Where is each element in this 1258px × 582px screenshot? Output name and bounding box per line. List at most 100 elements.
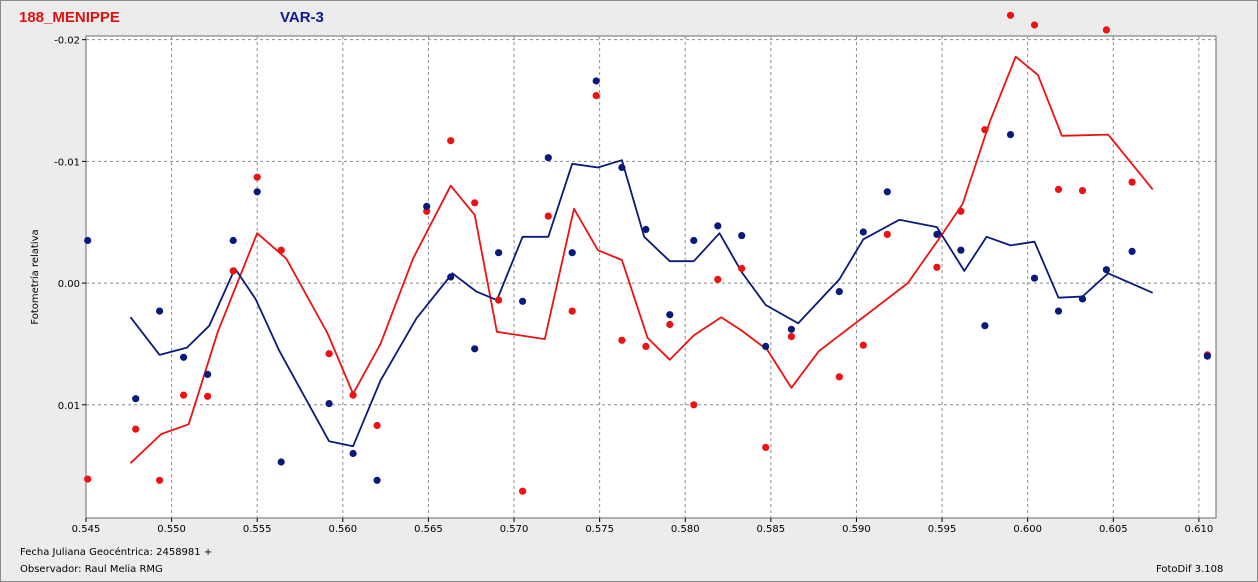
x-tick-label: 0.600 xyxy=(1013,524,1042,535)
y-tick-label: -0.01 xyxy=(54,157,80,168)
red-data-point xyxy=(859,341,867,349)
blue-data-point xyxy=(1054,307,1063,315)
blue-data-point xyxy=(568,249,576,257)
blue-data-point xyxy=(349,449,357,458)
red-data-point xyxy=(1102,26,1110,34)
blue-data-point xyxy=(1102,266,1110,274)
x-tick-label: 0.570 xyxy=(500,524,529,535)
red-data-point xyxy=(373,421,381,430)
blue-data-point xyxy=(762,342,770,350)
red-data-point xyxy=(277,246,285,254)
red-data-point xyxy=(471,199,479,207)
red-data-point xyxy=(495,296,503,304)
grid-lines xyxy=(86,36,1216,518)
red-data-point xyxy=(762,443,770,451)
red-data-point xyxy=(1128,178,1136,186)
y-tick-label: -0.02 xyxy=(54,36,80,47)
red-data-point xyxy=(618,336,626,344)
blue-data-point xyxy=(253,188,261,196)
blue-data-point xyxy=(1030,274,1039,282)
x-axis-ticks: 0.545 0.550 0.555 0.560 0.565 0.570 0.575 0.580… xyxy=(72,518,1214,535)
blue-trend-line xyxy=(129,159,1154,448)
red-trend-line xyxy=(129,55,1154,464)
observer-label: Observador: Raul Melia RMG xyxy=(20,564,163,575)
red-data-point xyxy=(229,267,237,275)
red-data-point xyxy=(568,307,576,315)
blue-data-point xyxy=(592,77,600,85)
blue-data-point xyxy=(180,353,188,361)
red-data-point xyxy=(325,350,333,358)
x-tick-label: 0.550 xyxy=(157,524,186,535)
blue-data-point xyxy=(714,222,722,230)
blue-data-point xyxy=(690,236,698,245)
blue-data-point xyxy=(325,400,333,408)
red-data-point xyxy=(714,275,722,283)
trend-lines xyxy=(129,55,1154,464)
x-tick-label: 0.560 xyxy=(328,524,357,535)
x-tick-label: 0.580 xyxy=(671,524,700,535)
blue-data-point xyxy=(933,230,941,238)
red-data-point xyxy=(933,263,941,271)
x-tick-label: 0.605 xyxy=(1099,524,1128,535)
blue-data-point xyxy=(423,202,431,210)
blue-data-point xyxy=(1078,295,1087,303)
julian-date-label: Fecha Juliana Geocéntrica: 2458981 + xyxy=(20,547,213,558)
blue-data-point xyxy=(666,311,674,319)
blue-data-point xyxy=(544,154,552,162)
red-data-point xyxy=(883,230,891,238)
data-points xyxy=(84,11,1211,495)
blue-data-point xyxy=(277,458,285,466)
red-data-point xyxy=(787,333,796,341)
comparison-label: VAR-3 xyxy=(280,9,324,26)
red-data-point xyxy=(84,475,92,483)
red-data-point xyxy=(738,264,746,273)
red-data-point xyxy=(156,476,164,484)
blue-data-point xyxy=(156,307,164,315)
blue-data-point xyxy=(1128,247,1136,255)
x-tick-label: 0.575 xyxy=(585,524,614,535)
blue-data-point xyxy=(373,476,381,484)
blue-data-point xyxy=(229,236,237,245)
red-data-point xyxy=(642,342,650,350)
red-data-point xyxy=(1078,187,1087,195)
red-data-point xyxy=(132,425,140,433)
x-tick-label: 0.555 xyxy=(243,524,272,535)
blue-data-point xyxy=(1203,352,1211,360)
red-data-point xyxy=(519,487,527,495)
red-data-point xyxy=(690,401,698,409)
x-tick-label: 0.595 xyxy=(928,524,957,535)
blue-data-point xyxy=(981,322,989,330)
x-tick-label: 0.585 xyxy=(757,524,786,535)
blue-data-point xyxy=(1006,131,1015,139)
blue-data-point xyxy=(859,228,867,236)
blue-data-point xyxy=(204,370,212,378)
blue-data-point xyxy=(132,395,140,403)
red-data-point xyxy=(349,391,357,399)
x-tick-label: 0.565 xyxy=(414,524,443,535)
red-data-point xyxy=(544,212,552,220)
red-data-point xyxy=(592,92,600,100)
blue-data-point xyxy=(519,297,527,305)
blue-data-point xyxy=(495,249,503,257)
red-data-point xyxy=(835,373,843,381)
blue-data-point xyxy=(618,163,626,172)
blue-data-point xyxy=(642,225,650,234)
red-data-point xyxy=(1006,11,1015,19)
blue-data-point xyxy=(835,288,843,296)
blue-data-point xyxy=(447,273,455,281)
red-data-point xyxy=(981,126,989,134)
red-data-point xyxy=(1054,185,1063,193)
blue-data-point xyxy=(84,236,92,245)
y-tick-label: 0.00 xyxy=(58,279,80,290)
blue-data-point xyxy=(787,325,796,333)
red-data-point xyxy=(180,391,188,399)
red-data-point xyxy=(1030,21,1039,29)
blue-data-point xyxy=(957,246,965,254)
blue-data-point xyxy=(471,345,479,353)
red-data-point xyxy=(957,207,965,215)
x-tick-label: 0.610 xyxy=(1185,524,1214,535)
red-data-point xyxy=(253,173,261,181)
red-data-point xyxy=(204,392,212,400)
blue-data-point xyxy=(883,188,891,196)
